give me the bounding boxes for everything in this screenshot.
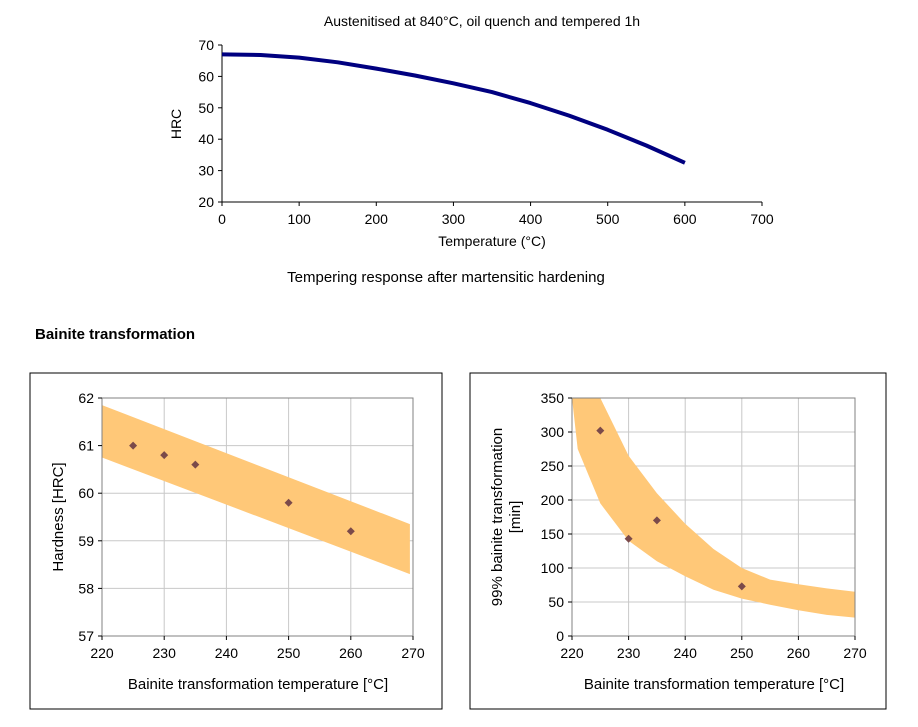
hardness-y-tick-label: 61 — [78, 438, 94, 454]
bainite-time-x-tick-label: 260 — [787, 645, 811, 661]
bainite-time-plot-border — [571, 397, 856, 637]
bainite-time-y-tick-label: 0 — [556, 628, 564, 644]
tempering-chart: Austenitised at 840°C, oil quench and te… — [168, 13, 774, 249]
tempering-x-tick-label: 0 — [218, 211, 226, 227]
hardness-y-axis-label: Hardness [HRC] — [50, 462, 67, 571]
tempering-x-ticks: 0 100 200 300 400 500 600 700 — [218, 202, 774, 227]
bainite-time-band-area — [572, 398, 855, 618]
hardness-chart: 57 58 59 60 61 62 220 230 240 250 260 270 Bainite … — [29, 372, 443, 710]
bainite-time-x-ticks: 220 230 240 250 260 270 — [560, 636, 867, 661]
bainite-time-y-tick-label: 100 — [541, 560, 565, 576]
bainite-time-data-point — [737, 582, 746, 591]
hardness-y-tick-label: 58 — [78, 580, 94, 596]
hardness-y-tick-label: 62 — [78, 390, 94, 406]
tempering-series — [221, 52, 686, 165]
hardness-x-axis-label: Bainite transformation temperature [°C] — [128, 676, 388, 693]
bainite-time-data-point — [652, 516, 661, 525]
bainite-time-chart: 0 50 100 150 200 250 300 350 220 230 240 250 260 270… — [469, 372, 887, 710]
bainite-time-y-tick-label: 50 — [548, 594, 564, 610]
bainite-time-y-tick-label: 250 — [541, 458, 565, 474]
hardness-y-tick-label: 59 — [78, 533, 94, 549]
bainite-time-band — [572, 398, 855, 618]
section-heading: Bainite transformation — [35, 326, 195, 343]
hardness-y-tick-label: 57 — [78, 628, 94, 644]
hardness-points — [129, 441, 355, 536]
hardness-data-point — [160, 451, 169, 460]
hardness-x-tick-label: 260 — [339, 645, 363, 661]
hardness-x-tick-label: 220 — [90, 645, 114, 661]
tempering-y-tick-label: 30 — [198, 163, 214, 179]
hardness-x-tick-label: 270 — [401, 645, 425, 661]
hardness-x-tick-label: 250 — [277, 645, 301, 661]
tempering-x-tick-label: 300 — [442, 211, 466, 227]
tempering-x-tick-label: 500 — [596, 211, 620, 227]
bainite-time-y-axis-label-line2: [min] — [507, 501, 524, 534]
tempering-y-ticks: 20 30 40 50 60 70 — [198, 37, 222, 210]
tempering-x-tick-label: 700 — [750, 211, 774, 227]
hardness-band-area — [102, 405, 410, 575]
hardness-data-point — [129, 441, 138, 450]
bainite-time-y-axis-label-line1: 99% bainite transformation — [489, 428, 506, 606]
bainite-time-y-tick-label: 150 — [541, 526, 565, 542]
tempering-y-axis-label: HRC — [168, 109, 184, 139]
tempering-y-tick-label: 40 — [198, 131, 214, 147]
bainite-time-x-tick-label: 240 — [674, 645, 698, 661]
tempering-y-tick-label: 50 — [198, 100, 214, 116]
tempering-chart-title: Austenitised at 840°C, oil quench and te… — [324, 13, 640, 29]
hardness-y-tick-label: 60 — [78, 485, 94, 501]
tempering-y-tick-label: 70 — [198, 37, 214, 53]
tempering-x-tick-label: 100 — [287, 211, 311, 227]
bainite-time-data-point — [624, 534, 633, 543]
hardness-data-point — [346, 527, 355, 536]
tempering-x-tick-label: 200 — [365, 211, 389, 227]
bainite-time-y-tick-label: 300 — [541, 424, 565, 440]
hardness-y-ticks: 57 58 59 60 61 62 — [78, 390, 102, 644]
tempering-caption: Tempering response after martensitic har… — [287, 269, 605, 286]
bainite-time-x-tick-label: 270 — [843, 645, 867, 661]
bainite-time-x-tick-label: 220 — [560, 645, 584, 661]
hardness-x-ticks: 220 230 240 250 260 270 — [90, 636, 425, 661]
hardness-band — [102, 405, 410, 575]
bainite-time-y-ticks: 0 50 100 150 200 250 300 350 — [541, 390, 572, 644]
bainite-time-y-tick-label: 200 — [541, 492, 565, 508]
hardness-data-point — [284, 498, 293, 507]
tempering-y-tick-label: 60 — [198, 68, 214, 84]
bainite-time-x-tick-label: 250 — [730, 645, 754, 661]
hardness-x-tick-label: 240 — [215, 645, 239, 661]
tempering-x-tick-label: 400 — [519, 211, 543, 227]
hardness-data-point — [191, 460, 200, 469]
hardness-plot-border — [101, 397, 414, 637]
tempering-y-tick-label: 20 — [198, 194, 214, 210]
bainite-time-y-tick-label: 350 — [541, 390, 565, 406]
bainite-time-x-tick-label: 230 — [617, 645, 641, 661]
hardness-x-tick-label: 230 — [153, 645, 177, 661]
tempering-x-axis-label: Temperature (°C) — [438, 233, 546, 249]
bainite-time-data-point — [596, 426, 605, 435]
bainite-time-x-axis-label: Bainite transformation temperature [°C] — [584, 676, 844, 693]
tempering-x-tick-label: 600 — [673, 211, 697, 227]
tempering-line — [221, 52, 686, 165]
bainite-time-points — [596, 426, 746, 591]
